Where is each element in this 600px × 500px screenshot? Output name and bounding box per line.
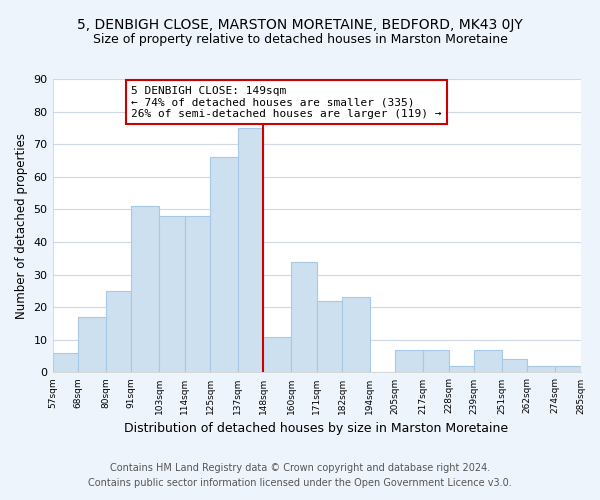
- Bar: [317, 300, 342, 372]
- Bar: [423, 350, 449, 372]
- Bar: [449, 366, 474, 372]
- Bar: [210, 157, 238, 372]
- Bar: [502, 360, 527, 372]
- Bar: [78, 317, 106, 372]
- Bar: [238, 128, 263, 372]
- X-axis label: Distribution of detached houses by size in Marston Moretaine: Distribution of detached houses by size …: [124, 422, 509, 435]
- Text: Size of property relative to detached houses in Marston Moretaine: Size of property relative to detached ho…: [92, 32, 508, 46]
- Text: Contains HM Land Registry data © Crown copyright and database right 2024.
Contai: Contains HM Land Registry data © Crown c…: [88, 462, 512, 487]
- Bar: [159, 216, 185, 372]
- Bar: [185, 216, 210, 372]
- Text: 5, DENBIGH CLOSE, MARSTON MORETAINE, BEDFORD, MK43 0JY: 5, DENBIGH CLOSE, MARSTON MORETAINE, BED…: [77, 18, 523, 32]
- Bar: [263, 336, 291, 372]
- Bar: [555, 366, 581, 372]
- Text: 5 DENBIGH CLOSE: 149sqm
← 74% of detached houses are smaller (335)
26% of semi-d: 5 DENBIGH CLOSE: 149sqm ← 74% of detache…: [131, 86, 442, 118]
- Bar: [131, 206, 159, 372]
- Y-axis label: Number of detached properties: Number of detached properties: [15, 132, 28, 318]
- Bar: [395, 350, 423, 372]
- Bar: [53, 353, 78, 372]
- Bar: [291, 262, 317, 372]
- Bar: [527, 366, 555, 372]
- Bar: [474, 350, 502, 372]
- Bar: [342, 298, 370, 372]
- Bar: [106, 291, 131, 372]
